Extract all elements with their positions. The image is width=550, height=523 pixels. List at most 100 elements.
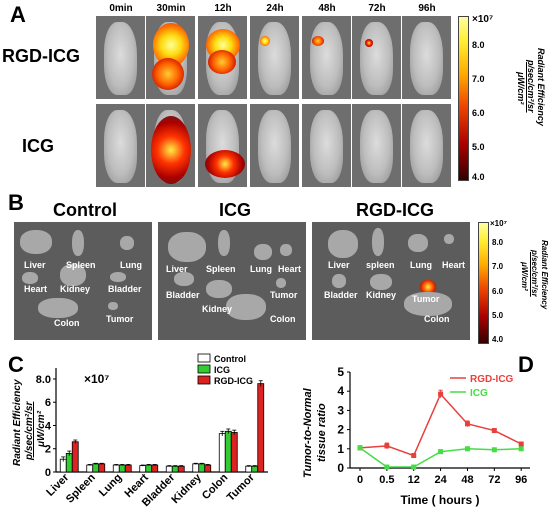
data-point: [357, 445, 363, 451]
colorbar-a-title-3: μW/cm²: [516, 72, 526, 105]
organ-specimen: [408, 234, 428, 252]
bar-icg: [118, 464, 126, 473]
bar-icg: [224, 430, 232, 473]
imaging-tile: [250, 16, 299, 99]
legend-label: Control: [214, 354, 246, 364]
timepoint-label: 72h: [368, 3, 386, 14]
organ-label: Bladder: [108, 284, 142, 294]
bar-icg: [92, 463, 100, 473]
chart-c-ylabel-line1: Radiant Efficiency: [12, 379, 23, 466]
bar-icg: [145, 464, 153, 473]
organ-specimen: [218, 230, 230, 256]
colorbar-b-tick: 7.0: [492, 262, 504, 271]
colorbar-a-tick: 8.0: [472, 40, 485, 50]
y-tick-label: 0: [337, 461, 344, 475]
fluorescence-signal: [259, 35, 270, 46]
imaging-tile: [96, 16, 145, 99]
fluorescence-signal: [311, 35, 324, 46]
imaging-tile: [198, 16, 247, 99]
organ-specimen: [404, 292, 452, 316]
x-tick-label: Kidney: [169, 471, 204, 506]
data-point: [411, 453, 417, 459]
bar-rgd-icg: [124, 464, 132, 473]
colorbar-a-title-2: p/sec/cm²/sr: [526, 60, 536, 113]
legend-label: RGD-ICG: [470, 374, 514, 385]
legend-swatch: [197, 375, 211, 385]
x-axis-label: Time ( hours ): [400, 493, 479, 507]
row-label-icg: ICG: [22, 136, 55, 156]
bar-rgd-icg: [151, 464, 159, 473]
x-tick-label: 12: [408, 474, 420, 486]
x-tick-label: 0.5: [379, 474, 394, 486]
organ-specimen: [372, 228, 384, 256]
bar-rgd-icg: [204, 464, 212, 473]
organ-specimen: [20, 230, 52, 254]
organ-tile: Liver spleen Lung Heart Bladder Kidney Tumor Co…: [312, 222, 470, 340]
group-title-icg: ICG: [218, 200, 251, 220]
organ-label: Spleen: [66, 260, 96, 270]
organ-label: Lung: [410, 260, 432, 270]
imaging-tile: [146, 104, 195, 187]
organ-specimen: [254, 244, 272, 260]
x-tick-label: 96: [515, 474, 527, 486]
timepoint-label: 96h: [418, 3, 436, 14]
imaging-tile: [352, 104, 401, 187]
data-point: [384, 443, 390, 449]
y-tick-label: 6: [45, 397, 51, 409]
colorbar-a-multiplier: ×10⁷: [472, 14, 494, 25]
organ-label: Bladder: [166, 290, 200, 300]
data-point: [464, 446, 470, 452]
mouse-silhouette: [360, 110, 393, 183]
y-tick-label: 1: [337, 442, 344, 456]
bar-chart: Radiant Efficiency 02468.0LiverSpleenLun…: [36, 353, 268, 509]
bar-icg: [198, 463, 206, 473]
data-point: [384, 464, 390, 470]
mouse-silhouette: [258, 22, 291, 95]
organ-tile: Liver Spleen Lung Heart Bladder Tumor Kidney Co…: [158, 222, 306, 340]
organ-specimen: [328, 230, 358, 258]
bar-icg: [171, 465, 179, 473]
organ-specimen: [226, 294, 266, 320]
organ-label: Colon: [424, 314, 450, 324]
organ-label: Tumor: [412, 294, 440, 304]
organ-specimen: [174, 272, 194, 286]
organ-specimen: [120, 236, 134, 250]
organ-label: Liver: [328, 260, 350, 270]
bar-rgd-icg: [98, 463, 106, 473]
imaging-tile: [302, 104, 351, 187]
x-tick-label: 72: [488, 474, 500, 486]
y-tick-label: 2: [45, 444, 51, 456]
bar-control: [112, 464, 120, 473]
colorbar-a-tick: 6.0: [472, 108, 485, 118]
panel-b-letter: B: [8, 190, 24, 215]
y-tick-label: 4: [45, 420, 52, 432]
bar-rgd-icg: [177, 465, 185, 473]
colorbar-b: [478, 222, 489, 344]
organ-label: Spleen: [206, 264, 236, 274]
organ-specimen: [108, 302, 118, 310]
x-tick-label: Spleen: [64, 471, 98, 505]
fluorescence-signal: [365, 38, 374, 47]
timepoint-label: 48h: [318, 3, 336, 14]
legend-swatch: [197, 353, 211, 363]
colorbar-a-tick: 7.0: [472, 74, 485, 84]
data-point: [491, 447, 497, 453]
colorbar-b-tick: 8.0: [492, 238, 504, 247]
bar-control: [192, 463, 200, 473]
colorbar-b-title-3: μW/cm²: [520, 262, 529, 291]
fluorescence-signal: [207, 49, 236, 74]
organ-label: Colon: [270, 314, 296, 324]
organ-specimen: [370, 274, 392, 290]
bar-rgd-icg: [257, 383, 265, 473]
x-tick-label: Lung: [97, 472, 124, 499]
timepoint-label: 0min: [109, 3, 133, 14]
organ-specimen: [110, 272, 126, 282]
imaging-tile: [250, 104, 299, 187]
legend-swatch: [197, 364, 211, 374]
bar-control: [139, 465, 147, 473]
organ-specimen: [276, 278, 286, 288]
organ-specimen: [444, 234, 454, 244]
organ-specimen: [38, 298, 78, 318]
panel-d-letter: D: [518, 352, 534, 377]
organ-label: Tumor: [106, 314, 134, 324]
